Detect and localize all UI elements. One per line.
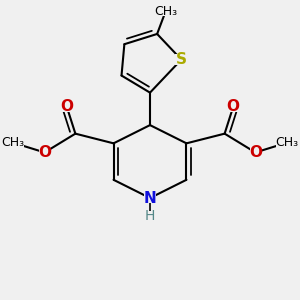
FancyBboxPatch shape <box>145 212 155 221</box>
Text: S: S <box>176 52 187 67</box>
Text: O: O <box>227 99 240 114</box>
FancyBboxPatch shape <box>277 138 297 148</box>
FancyBboxPatch shape <box>227 102 239 112</box>
Text: CH₃: CH₃ <box>275 136 298 149</box>
FancyBboxPatch shape <box>175 54 188 65</box>
Text: O: O <box>38 145 51 160</box>
Text: H: H <box>145 209 155 223</box>
Text: CH₃: CH₃ <box>2 136 25 149</box>
Text: O: O <box>249 145 262 160</box>
FancyBboxPatch shape <box>155 6 176 16</box>
Text: O: O <box>60 99 73 114</box>
FancyBboxPatch shape <box>61 102 73 112</box>
Text: CH₃: CH₃ <box>154 5 177 18</box>
FancyBboxPatch shape <box>144 193 156 203</box>
FancyBboxPatch shape <box>39 147 50 158</box>
FancyBboxPatch shape <box>250 147 261 158</box>
FancyBboxPatch shape <box>3 138 23 148</box>
Text: N: N <box>144 190 156 206</box>
